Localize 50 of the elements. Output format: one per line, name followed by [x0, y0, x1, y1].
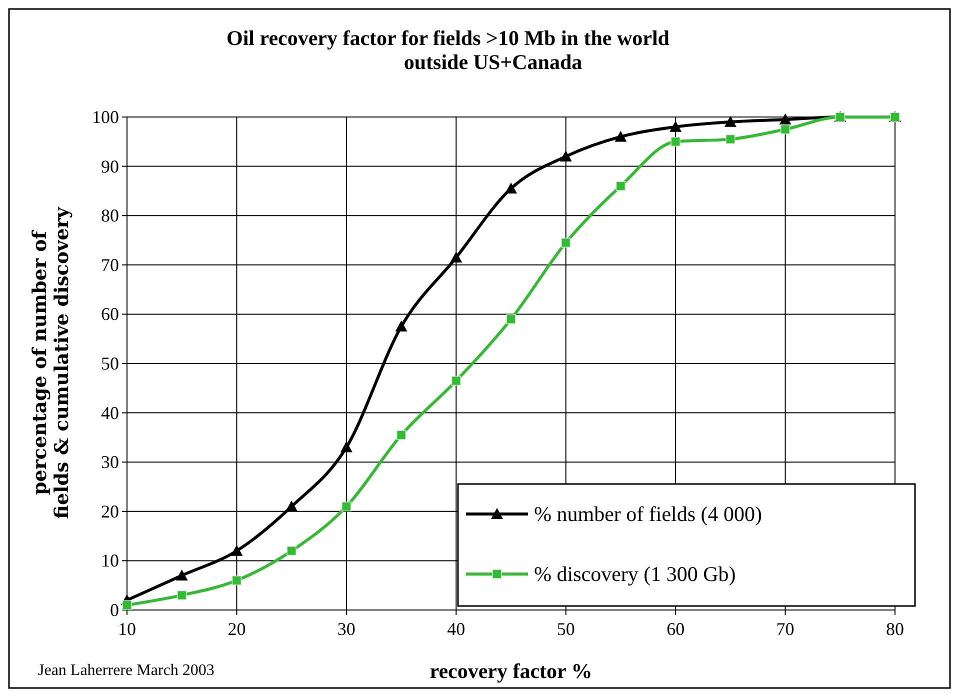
y-tick-label: 40: [101, 402, 119, 423]
point: [614, 130, 627, 142]
point: [724, 116, 736, 127]
point: [230, 544, 243, 556]
point: [560, 238, 571, 248]
y-tick-label: 50: [101, 354, 119, 374]
point: [122, 600, 132, 610]
point: [396, 430, 406, 440]
y-tick-label: 70: [101, 254, 119, 275]
y-tick-label: 20: [101, 501, 119, 522]
x-tick-label: 30: [337, 619, 356, 639]
point: [340, 441, 352, 452]
legend-label: % discovery (1 300 Gb): [534, 562, 736, 586]
y-tick-label: 10: [101, 550, 119, 571]
point: [450, 252, 462, 263]
x-tick-label: 80: [886, 619, 904, 639]
point: [505, 182, 517, 194]
x-tick-label: 50: [556, 619, 575, 639]
x-tick-label: 60: [666, 619, 685, 639]
x-tick-label: 40: [447, 619, 466, 639]
point: [176, 590, 187, 600]
legend-label: % number of fields (4 000): [534, 502, 762, 526]
point: [286, 500, 298, 512]
point: [176, 569, 188, 580]
text: Jean Laherrere March 2003: [38, 662, 214, 679]
point: [616, 181, 626, 192]
point: [780, 124, 790, 134]
point: [341, 501, 352, 512]
y-tick-label: 30: [101, 452, 119, 472]
x-axis-title: recovery factor %: [430, 659, 592, 683]
point: [286, 546, 297, 556]
y-axis-title: percentage of number of fields & cumulative discovery: [29, 206, 73, 519]
point: [451, 376, 462, 386]
point: [670, 120, 682, 132]
x-tick-label: 20: [228, 619, 246, 639]
y-tick-label: 0: [110, 600, 119, 620]
y-tick-label: 90: [101, 156, 119, 176]
x-tick-label: 10: [118, 619, 136, 639]
point: [232, 575, 242, 586]
y-tick-label: 80: [101, 206, 119, 226]
point: [670, 136, 681, 147]
point: [779, 113, 792, 124]
chart-title: Oil recovery factor for fields >10 Mb in the world outside US+Canada: [226, 26, 670, 74]
y-tick-label: 60: [101, 304, 119, 324]
x-tick-label: 70: [776, 619, 794, 639]
point: [560, 150, 572, 162]
point: [506, 314, 516, 324]
y-tick-label: 100: [92, 107, 119, 127]
point: [395, 320, 408, 332]
point: [725, 134, 736, 144]
